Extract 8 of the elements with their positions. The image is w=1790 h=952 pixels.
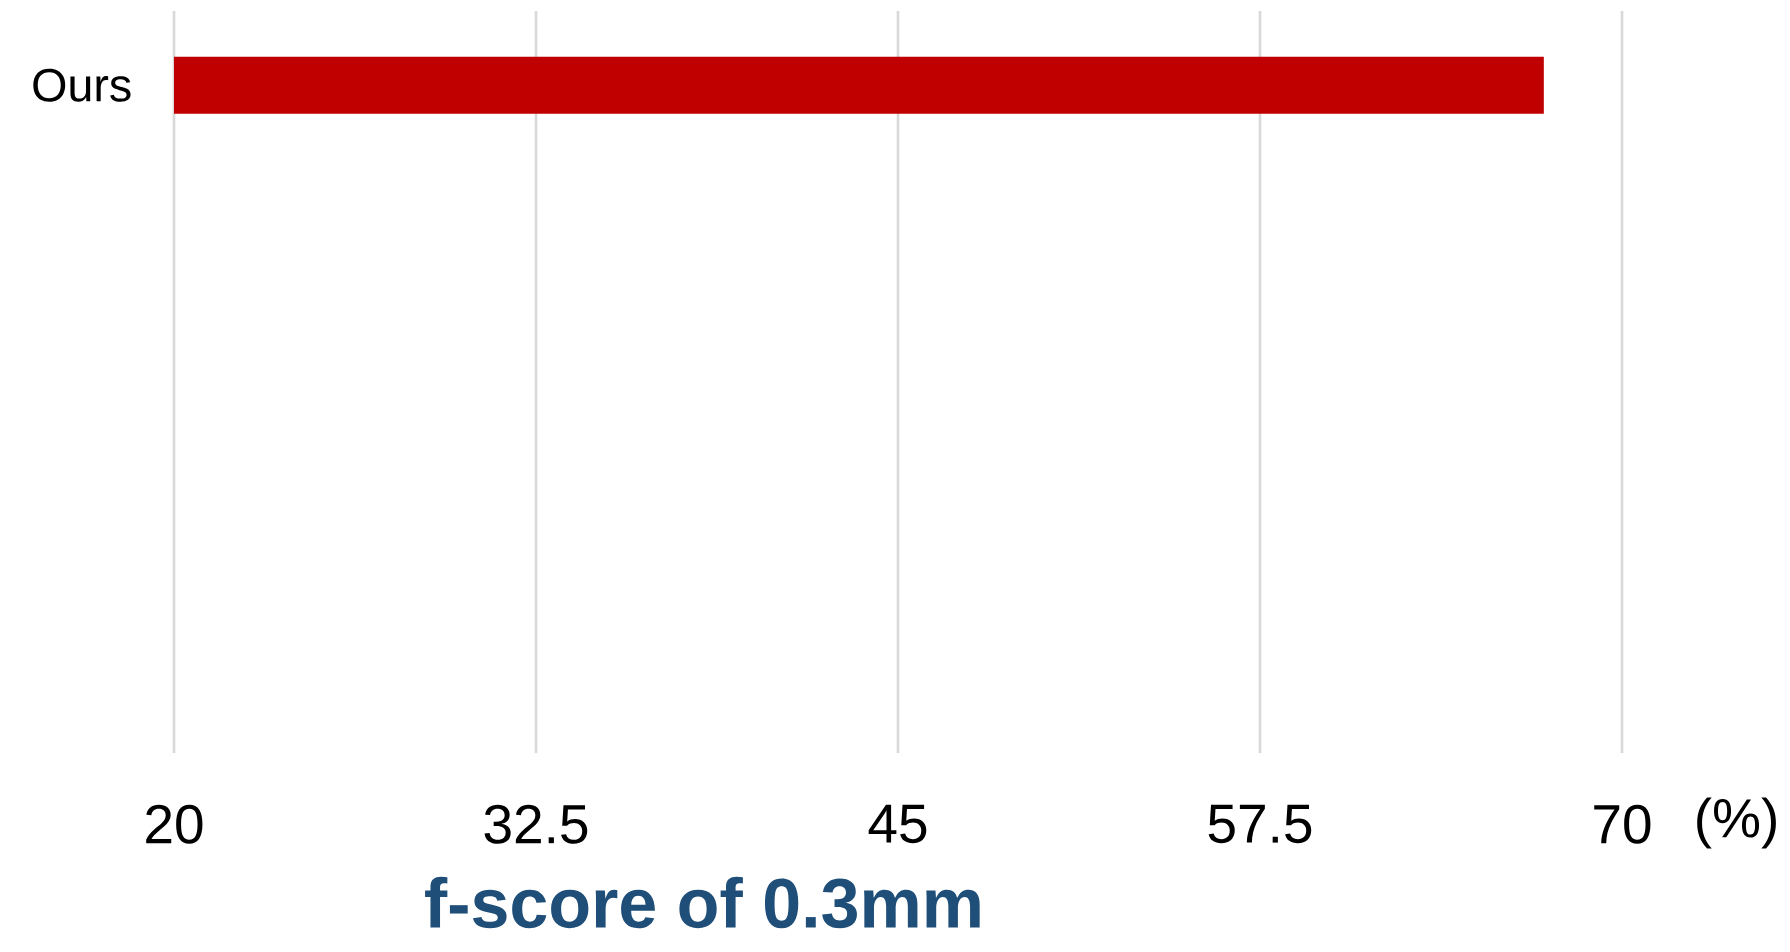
x-tick-label: 57.5 — [1208, 804, 1312, 844]
x-axis-title: f-score of 0.3mm — [425, 876, 980, 929]
x-tick-label: 32.5 — [484, 804, 588, 844]
x-tick-label: 45 — [868, 804, 927, 844]
x-tick-label: 70 — [1594, 804, 1651, 844]
text: (%) — [1697, 797, 1776, 849]
x-tick-label: 20 — [146, 804, 203, 844]
y-tick-label: Ours — [33, 68, 131, 102]
